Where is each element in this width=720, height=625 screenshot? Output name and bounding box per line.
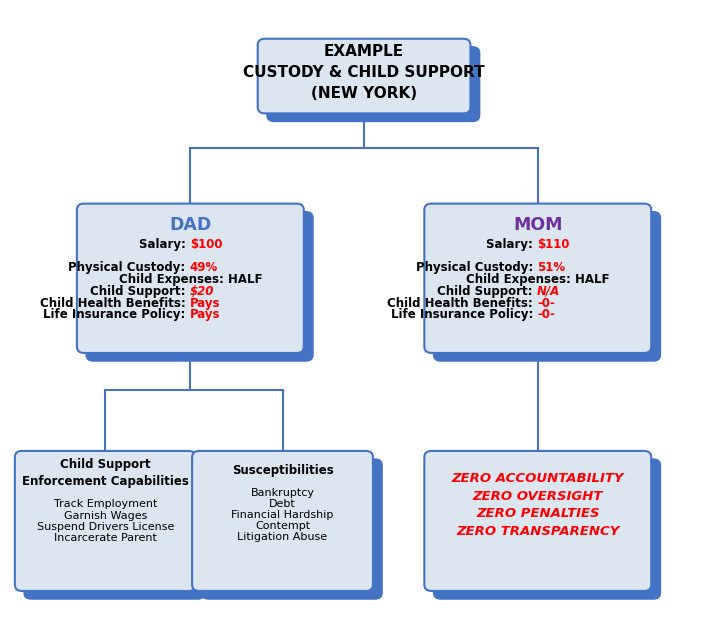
- Text: ZERO PENALTIES: ZERO PENALTIES: [476, 508, 600, 520]
- Text: Suspend Drivers License: Suspend Drivers License: [37, 522, 174, 532]
- Text: $20: $20: [189, 285, 214, 298]
- Text: Child Health Benefits:: Child Health Benefits:: [40, 297, 189, 309]
- Text: Pays: Pays: [189, 309, 220, 321]
- FancyBboxPatch shape: [433, 212, 660, 361]
- Text: Child Health Benefits:: Child Health Benefits:: [387, 297, 537, 309]
- Text: DAD: DAD: [169, 216, 212, 234]
- Text: ZERO OVERSIGHT: ZERO OVERSIGHT: [472, 490, 603, 503]
- Text: Salary:: Salary:: [139, 238, 189, 251]
- Text: Salary:: Salary:: [486, 238, 537, 251]
- FancyBboxPatch shape: [433, 459, 660, 599]
- FancyBboxPatch shape: [24, 459, 205, 599]
- FancyBboxPatch shape: [86, 212, 313, 361]
- Text: N/A: N/A: [537, 285, 560, 298]
- FancyBboxPatch shape: [267, 47, 480, 121]
- Text: Child Support
Enforcement Capabilities: Child Support Enforcement Capabilities: [22, 458, 189, 488]
- Text: $110: $110: [537, 238, 570, 251]
- Text: Debt: Debt: [269, 499, 296, 509]
- Text: -0-: -0-: [537, 309, 555, 321]
- Text: Track Employment: Track Employment: [53, 499, 157, 509]
- Text: $100: $100: [189, 238, 222, 251]
- Text: Susceptibilities: Susceptibilities: [232, 464, 333, 478]
- Text: Financial Hardship: Financial Hardship: [231, 510, 333, 520]
- FancyBboxPatch shape: [202, 459, 382, 599]
- Text: Incarcerate Parent: Incarcerate Parent: [54, 533, 157, 543]
- Text: Child Support:: Child Support:: [438, 285, 537, 298]
- Text: Garnish Wages: Garnish Wages: [63, 511, 147, 521]
- FancyBboxPatch shape: [258, 39, 470, 113]
- FancyBboxPatch shape: [77, 204, 304, 353]
- Text: Life Insurance Policy:: Life Insurance Policy:: [390, 309, 537, 321]
- Text: Life Insurance Policy:: Life Insurance Policy:: [43, 309, 189, 321]
- Text: ZERO TRANSPARENCY: ZERO TRANSPARENCY: [456, 525, 619, 538]
- Text: Child Expenses: HALF: Child Expenses: HALF: [466, 273, 610, 286]
- Text: 49%: 49%: [189, 261, 218, 274]
- Text: ZERO ACCOUNTABILITY: ZERO ACCOUNTABILITY: [451, 472, 624, 486]
- Text: EXAMPLE
CUSTODY & CHILD SUPPORT
(NEW YORK): EXAMPLE CUSTODY & CHILD SUPPORT (NEW YOR…: [243, 44, 485, 101]
- Text: Contempt: Contempt: [255, 521, 310, 531]
- Text: Physical Custody:: Physical Custody:: [415, 261, 537, 274]
- Text: 51%: 51%: [537, 261, 565, 274]
- Text: Child Expenses: HALF: Child Expenses: HALF: [119, 273, 262, 286]
- Text: -0-: -0-: [537, 297, 555, 309]
- Text: Litigation Abuse: Litigation Abuse: [238, 532, 328, 542]
- Text: Pays: Pays: [189, 297, 220, 309]
- Text: MOM: MOM: [513, 216, 562, 234]
- Text: Physical Custody:: Physical Custody:: [68, 261, 189, 274]
- Text: Child Support:: Child Support:: [90, 285, 189, 298]
- Text: Bankruptcy: Bankruptcy: [251, 488, 315, 498]
- FancyBboxPatch shape: [424, 204, 652, 353]
- FancyBboxPatch shape: [192, 451, 373, 591]
- FancyBboxPatch shape: [15, 451, 196, 591]
- FancyBboxPatch shape: [424, 451, 652, 591]
